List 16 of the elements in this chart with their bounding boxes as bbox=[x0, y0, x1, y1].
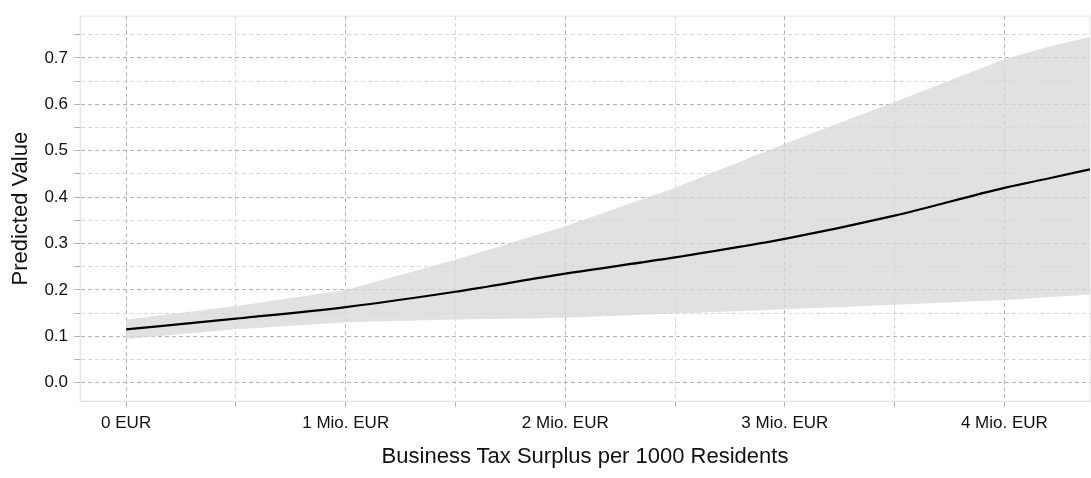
x-tick-label: 0 EUR bbox=[101, 413, 152, 433]
x-tick-label: 4 Mio. EUR bbox=[960, 413, 1048, 433]
x-axis-title: Business Tax Surplus per 1000 Residents bbox=[381, 442, 789, 468]
line-series bbox=[125, 168, 1090, 331]
y-tick-label: 0.2 bbox=[44, 279, 69, 299]
x-tick-label: 3 Mio. EUR bbox=[741, 413, 829, 433]
y-tick-label: 0.3 bbox=[44, 233, 69, 253]
y-tick-label: 0.6 bbox=[44, 94, 69, 114]
x-tick-label: 2 Mio. EUR bbox=[521, 413, 609, 433]
y-tick-label: 0.0 bbox=[44, 372, 69, 392]
y-tick-label: 0.1 bbox=[44, 325, 69, 345]
y-tick-label: 0.7 bbox=[44, 47, 69, 67]
y-axis-title: Predicted Value bbox=[7, 131, 33, 286]
y-tick-label: 0.5 bbox=[44, 140, 69, 160]
x-tick-label: 1 Mio. EUR bbox=[302, 413, 390, 433]
y-tick-label: 0.4 bbox=[44, 186, 69, 206]
